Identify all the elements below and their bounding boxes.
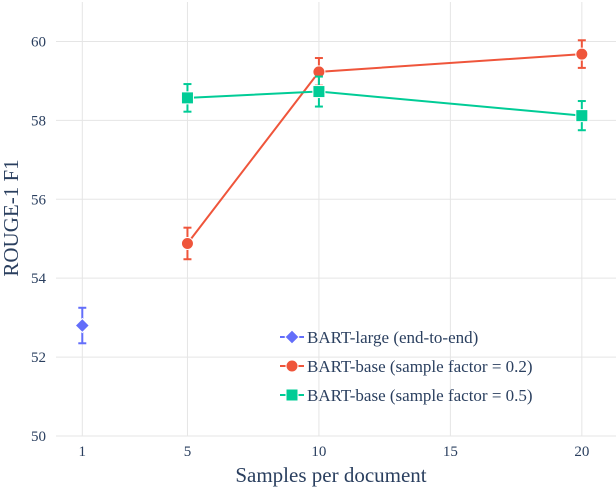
- legend-label: BART-base (sample factor = 0.5): [307, 386, 533, 405]
- data-point: [575, 109, 589, 123]
- legend: BART-large (end-to-end) BART-base (sample…: [280, 328, 533, 405]
- legend-item: BART-base (sample factor = 0.2): [280, 357, 533, 376]
- legend-swatch-marker: [285, 388, 299, 402]
- data-point: [180, 236, 194, 250]
- series-1: [74, 306, 90, 345]
- data-point: [74, 317, 90, 334]
- y-tick-label: 50: [31, 429, 46, 445]
- grid: [56, 2, 616, 437]
- series-line: [187, 90, 582, 117]
- data-point: [180, 91, 194, 105]
- series-3: [180, 75, 589, 132]
- x-tick-label: 5: [184, 444, 192, 460]
- y-tick-label: 60: [31, 34, 46, 50]
- legend-item: BART-base (sample factor = 0.5): [280, 386, 533, 405]
- y-tick-label: 54: [31, 271, 47, 287]
- legend-swatch-marker: [285, 359, 299, 373]
- legend-label: BART-base (sample factor = 0.2): [307, 357, 533, 376]
- series-2: [180, 39, 589, 261]
- x-tick-label: 10: [311, 444, 326, 460]
- x-axis-title: Samples per document: [235, 463, 426, 487]
- data-point: [312, 85, 326, 99]
- data-point: [575, 47, 589, 61]
- y-axis-title: ROUGE-1 F1: [0, 159, 23, 276]
- x-tick-label: 1: [79, 444, 87, 460]
- x-axis-ticks: 1 5 10 15 20: [79, 444, 590, 460]
- series: [74, 39, 589, 345]
- series-line: [186, 53, 582, 245]
- y-tick-label: 58: [31, 113, 46, 129]
- legend-swatch-marker: [284, 329, 300, 345]
- legend-label: BART-large (end-to-end): [307, 328, 478, 347]
- legend-item: BART-large (end-to-end): [280, 328, 478, 347]
- y-tick-label: 56: [31, 192, 47, 208]
- y-tick-label: 52: [31, 350, 46, 366]
- x-tick-label: 20: [574, 444, 589, 460]
- y-axis-ticks: 50 52 54 56 58 60: [31, 34, 47, 445]
- x-tick-label: 15: [443, 444, 458, 460]
